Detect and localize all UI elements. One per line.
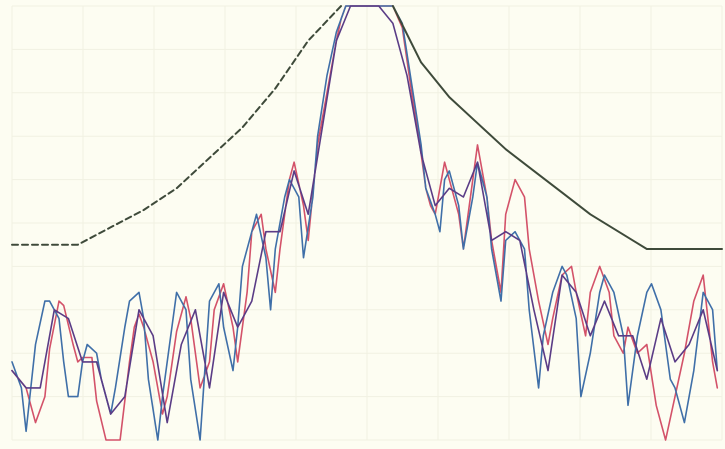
grid xyxy=(11,5,723,441)
series-line-4 xyxy=(391,5,723,250)
series-line-3 xyxy=(11,5,343,246)
series-line-2 xyxy=(11,5,719,424)
series-group xyxy=(11,5,723,441)
series-line-1 xyxy=(11,5,719,441)
